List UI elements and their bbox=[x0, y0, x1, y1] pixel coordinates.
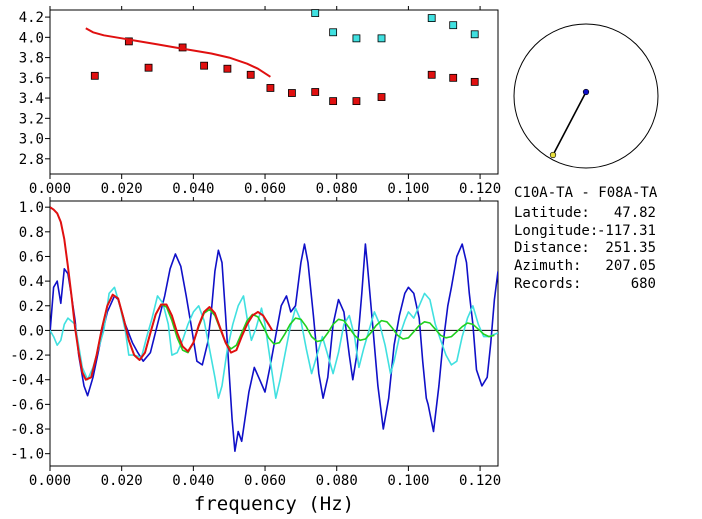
y-tick-label: -0.6 bbox=[10, 397, 44, 413]
station-info-panel: C10A-TA - F08A-TA Latitude: 47.82 Longit… bbox=[514, 185, 658, 292]
coherency-chart: 0.000 0.020 0.040 0.060 0.080 0.100 0.120 1.0 0.… bbox=[10, 197, 501, 515]
data-point bbox=[352, 34, 361, 43]
x-tick-label: 0.020 bbox=[101, 181, 143, 197]
range-circle bbox=[513, 23, 659, 169]
azimuth-label: Azimuth: bbox=[514, 258, 581, 274]
data-point bbox=[144, 63, 153, 72]
y-tick-label: 4.2 bbox=[19, 10, 44, 26]
x-tick-label: 0.080 bbox=[316, 181, 358, 197]
x-tick-label: 0.100 bbox=[387, 473, 429, 489]
x-tick-label: 0.120 bbox=[459, 181, 501, 197]
y-tick-label: 0.4 bbox=[19, 274, 44, 290]
y-tick-label: 3.4 bbox=[19, 91, 44, 107]
data-point bbox=[329, 97, 338, 106]
data-point bbox=[223, 64, 232, 73]
longitude-label: Longitude: bbox=[514, 223, 598, 239]
azimuth-value: 207.05 bbox=[605, 258, 656, 274]
x-tick-label: 0.040 bbox=[172, 181, 214, 197]
data-point bbox=[427, 14, 436, 22]
data-point bbox=[470, 30, 479, 39]
data-point bbox=[266, 84, 275, 92]
series-line-2 bbox=[85, 27, 271, 78]
x-tick-label: 0.080 bbox=[316, 473, 358, 489]
data-point bbox=[470, 77, 479, 86]
data-point bbox=[124, 37, 133, 46]
y-tick-label: 3.6 bbox=[19, 71, 44, 87]
latitude-value: 47.82 bbox=[614, 205, 656, 221]
y-tick-label: 0.8 bbox=[19, 225, 44, 241]
y-tick-label: -0.2 bbox=[10, 348, 44, 364]
data-point bbox=[377, 93, 386, 101]
data-point bbox=[311, 88, 320, 96]
series-line-3 bbox=[50, 206, 274, 381]
series-line-0 bbox=[50, 243, 498, 452]
y-tick-label: 0.2 bbox=[19, 299, 44, 315]
y-tick-label: 3.8 bbox=[19, 51, 44, 67]
longitude-value: -117.31 bbox=[597, 223, 656, 239]
distance-label: Distance: bbox=[514, 240, 590, 256]
y-tick-label: -0.8 bbox=[10, 422, 44, 438]
data-point bbox=[352, 97, 361, 106]
data-point bbox=[311, 9, 320, 17]
data-point bbox=[329, 28, 338, 37]
plot-frame bbox=[49, 9, 499, 175]
data-point bbox=[246, 70, 255, 79]
records-value: 680 bbox=[631, 276, 656, 292]
records-label: Records: bbox=[514, 276, 581, 292]
station-pair-title: C10A-TA - F08A-TA bbox=[514, 185, 658, 201]
x-tick-label: 0.060 bbox=[244, 181, 286, 197]
center-station-marker bbox=[582, 88, 590, 96]
velocity-chart: 0.000 0.020 0.040 0.060 0.080 0.100 0.120 2.8 3.… bbox=[19, 6, 501, 197]
data-point bbox=[90, 71, 99, 80]
distance-value: 251.35 bbox=[605, 240, 656, 256]
data-point bbox=[449, 73, 458, 82]
x-tick-label: 0.000 bbox=[29, 473, 71, 489]
x-tick-label: 0.100 bbox=[387, 181, 429, 197]
y-tick-label: 1.0 bbox=[19, 200, 44, 216]
data-point bbox=[288, 89, 296, 97]
data-point bbox=[377, 34, 386, 43]
x-axis-title: frequency (Hz) bbox=[194, 493, 354, 515]
y-tick-label: 3.2 bbox=[19, 111, 44, 127]
x-tick-label: 0.000 bbox=[29, 181, 71, 197]
x-tick-label: 0.020 bbox=[101, 473, 143, 489]
y-tick-label: 0.0 bbox=[19, 323, 44, 339]
y-tick-label: 2.8 bbox=[19, 152, 44, 168]
azimuth-map-inset bbox=[513, 23, 659, 169]
remote-station-marker bbox=[549, 151, 557, 159]
y-tick-label: 0.6 bbox=[19, 249, 44, 265]
x-tick-label: 0.060 bbox=[244, 473, 286, 489]
x-tick-label: 0.040 bbox=[172, 473, 214, 489]
y-tick-label: -1.0 bbox=[10, 447, 44, 463]
data-point bbox=[200, 61, 209, 70]
data-point bbox=[449, 21, 458, 30]
data-point bbox=[427, 70, 436, 79]
plot-frame bbox=[49, 200, 499, 467]
latitude-label: Latitude: bbox=[514, 205, 590, 221]
y-tick-label: 3.0 bbox=[19, 132, 44, 148]
y-tick-label: -0.4 bbox=[10, 373, 44, 389]
azimuth-line bbox=[552, 91, 587, 156]
y-tick-label: 4.0 bbox=[19, 30, 44, 46]
x-tick-label: 0.120 bbox=[459, 473, 501, 489]
